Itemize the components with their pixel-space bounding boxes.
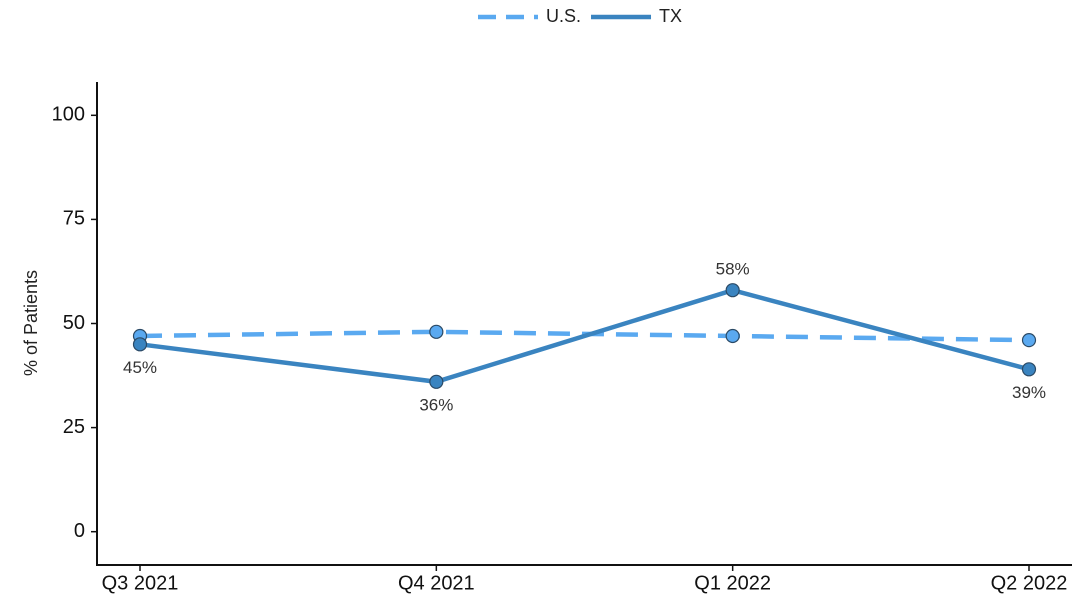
legend-label: TX bbox=[659, 6, 682, 26]
series-line bbox=[139, 287, 1030, 385]
y-tick-label: 75 bbox=[63, 208, 85, 230]
data-label: 39% bbox=[1012, 383, 1046, 402]
x-tick-label: Q3 2021 bbox=[102, 572, 179, 594]
y-axis-title: % of Patients bbox=[21, 270, 41, 376]
data-label: 45% bbox=[123, 358, 157, 377]
point bbox=[725, 328, 740, 344]
point bbox=[1021, 362, 1037, 377]
point bbox=[429, 324, 444, 339]
x-tick-label: Q4 2021 bbox=[398, 572, 475, 594]
point bbox=[429, 374, 444, 389]
x-tick-label: Q2 2022 bbox=[991, 572, 1068, 594]
x-tick-label: Q1 2022 bbox=[694, 572, 771, 594]
data-label: 58% bbox=[716, 260, 750, 279]
point bbox=[132, 337, 148, 352]
point bbox=[1021, 333, 1037, 348]
legend-label: U.S. bbox=[546, 6, 581, 26]
y-tick-label: 25 bbox=[63, 416, 85, 438]
point bbox=[725, 283, 740, 298]
y-tick-label: 50 bbox=[63, 312, 85, 334]
y-tick-label: 100 bbox=[52, 104, 85, 126]
y-tick-label: 0 bbox=[74, 520, 85, 542]
data-label: 36% bbox=[419, 395, 453, 414]
